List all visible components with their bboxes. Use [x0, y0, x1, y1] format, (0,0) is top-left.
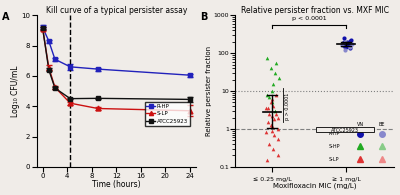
Point [269, 101, 276, 104]
Point [275, 137, 282, 140]
X-axis label: Time (hours): Time (hours) [92, 180, 140, 190]
Point [341, 43, 347, 46]
Point [344, 41, 350, 44]
Point [269, 105, 276, 108]
Point [271, 118, 278, 121]
Point [266, 95, 272, 98]
Text: A: A [2, 12, 9, 22]
Point [342, 40, 348, 43]
Point [269, 129, 275, 132]
Point [347, 39, 354, 43]
Point [269, 90, 276, 93]
Point [338, 44, 345, 47]
Point [265, 107, 272, 110]
Y-axis label: Log₁₀ CFU/mL: Log₁₀ CFU/mL [11, 65, 20, 117]
Point [349, 42, 356, 45]
Point [268, 67, 274, 70]
Point [265, 121, 272, 124]
Point [346, 46, 353, 49]
Point [275, 127, 281, 130]
FancyBboxPatch shape [316, 127, 374, 132]
Point [342, 45, 349, 49]
Point [273, 93, 280, 96]
Point [266, 142, 272, 145]
Point [264, 159, 270, 162]
Point [348, 39, 354, 42]
X-axis label: Moxifloxacin MIC (mg/L): Moxifloxacin MIC (mg/L) [273, 183, 356, 189]
Point [270, 83, 276, 86]
Point [263, 130, 269, 133]
Point [263, 93, 270, 96]
Point [263, 107, 270, 110]
Point [272, 112, 279, 115]
Point [270, 133, 277, 136]
Point [267, 123, 274, 126]
Point [347, 45, 353, 48]
Point [270, 147, 276, 150]
Point [266, 112, 272, 115]
Point [340, 40, 347, 43]
Title: Relative persister fraction vs. MXF MIC: Relative persister fraction vs. MXF MIC [241, 5, 389, 15]
Point [274, 154, 281, 157]
Text: p > 0.0001: p > 0.0001 [285, 92, 290, 120]
Point [340, 42, 346, 45]
Point [269, 114, 275, 118]
Point [342, 49, 348, 52]
Point [342, 42, 349, 45]
Point [271, 109, 278, 113]
Y-axis label: Relative persister fraction: Relative persister fraction [206, 46, 212, 136]
Point [263, 56, 270, 59]
Point [274, 116, 281, 119]
Point [268, 101, 274, 104]
Legend: R-HP, S-LP, ATCC25923: R-HP, S-LP, ATCC25923 [145, 102, 190, 126]
Point [346, 43, 352, 47]
Title: Kill curve of a typical persister assay: Kill curve of a typical persister assay [46, 5, 187, 15]
Point [341, 37, 348, 40]
Point [272, 71, 278, 74]
Point [268, 124, 275, 128]
Point [275, 77, 282, 80]
Text: ATCC25923: ATCC25923 [331, 128, 359, 133]
Point [268, 98, 275, 101]
Text: B: B [200, 12, 208, 22]
Text: p < 0.0001: p < 0.0001 [292, 16, 326, 21]
Point [341, 44, 348, 48]
Point [273, 61, 279, 65]
